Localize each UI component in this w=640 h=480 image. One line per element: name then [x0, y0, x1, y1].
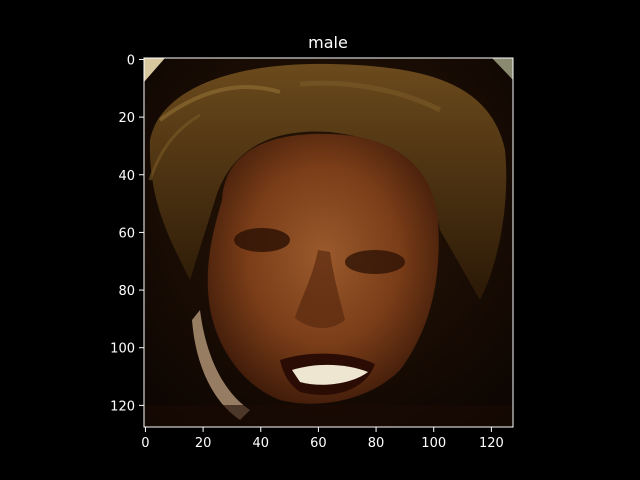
y-tick-label: 100: [110, 342, 135, 357]
y-tick-label: 20: [118, 111, 135, 126]
y-tick-label: 80: [118, 284, 135, 299]
y-tick-label: 0: [127, 53, 135, 68]
x-tick-label: 60: [310, 436, 327, 451]
face-photo: [144, 58, 513, 427]
x-tick-label: 20: [195, 436, 212, 451]
axes-frame: [143, 57, 514, 428]
y-tick-label: 40: [118, 169, 135, 184]
y-tick-label: 60: [118, 226, 135, 241]
x-tick-label: 120: [479, 436, 504, 451]
x-tick-label: 80: [368, 436, 385, 451]
x-tick-label: 100: [421, 436, 446, 451]
y-tick-label: 120: [110, 399, 135, 414]
plot-title: male: [308, 33, 348, 52]
x-axis-ticks: 0 20 40 60 80 100 120: [141, 427, 504, 451]
y-axis-ticks: 0 20 40 60 80 100 120: [110, 53, 144, 414]
x-tick-label: 0: [141, 436, 149, 451]
x-tick-label: 40: [252, 436, 269, 451]
